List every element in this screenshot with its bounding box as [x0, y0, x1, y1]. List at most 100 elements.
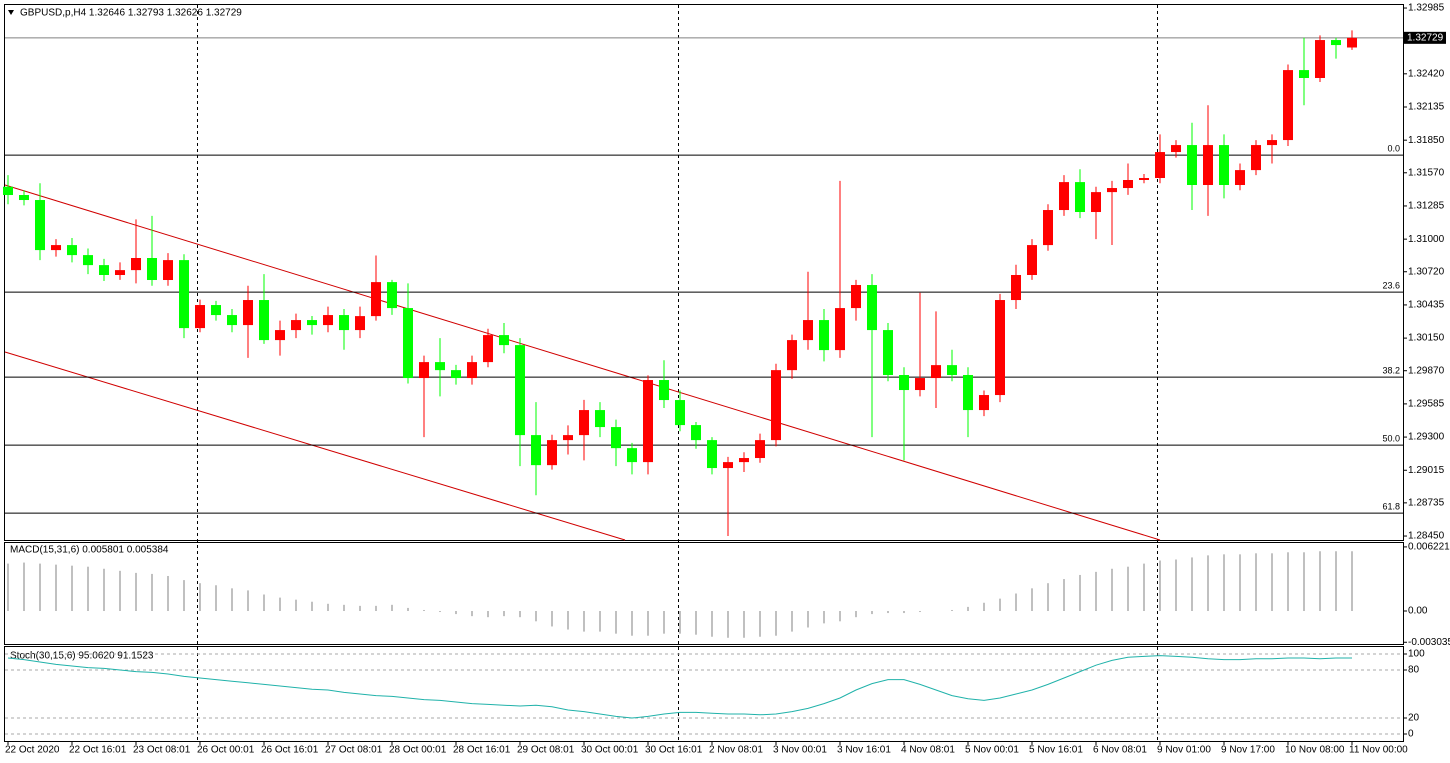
- fib-label: 50.0: [1382, 433, 1400, 443]
- candle-body: [211, 305, 221, 316]
- y-tick-label: 0: [1408, 729, 1414, 740]
- candle-body: [259, 300, 269, 341]
- candle-body: [931, 365, 941, 379]
- fib-label: 23.6: [1382, 280, 1400, 290]
- x-tick-label: 6 Nov 08:01: [1093, 745, 1147, 756]
- candle-body: [83, 255, 93, 266]
- candle-body: [995, 300, 1005, 396]
- candle-body: [1027, 245, 1037, 276]
- y-tick-label: 1.30720: [1408, 266, 1445, 277]
- y-tick-label: 1.28450: [1408, 531, 1445, 542]
- candle-body: [611, 427, 621, 449]
- stoch-panel: [4, 646, 1404, 742]
- candle-body: [835, 308, 845, 351]
- candle-body: [819, 320, 829, 351]
- y-tick-label: 1.32135: [1408, 102, 1445, 113]
- candle-body: [1059, 182, 1069, 211]
- fib-label: 61.8: [1382, 501, 1400, 511]
- candle-body: [1235, 170, 1245, 186]
- fib-label: 38.2: [1382, 365, 1400, 375]
- stoch-line: [7, 655, 1352, 719]
- candle-body: [1107, 188, 1117, 193]
- candle-body: [1011, 275, 1021, 301]
- fib-label: 0.0: [1387, 143, 1400, 153]
- candle-body: [131, 258, 141, 271]
- y-tick-label: 1.30150: [1408, 333, 1445, 344]
- candle-body: [659, 380, 669, 401]
- candle-body: [403, 308, 413, 379]
- candle-body: [739, 458, 749, 463]
- y-tick-label: 1.29870: [1408, 365, 1445, 376]
- candle-body: [1091, 192, 1101, 213]
- x-tick-label: 3 Nov 00:01: [773, 745, 827, 756]
- x-tick-label: 22 Oct 2020: [5, 745, 60, 756]
- candle-body: [595, 410, 605, 428]
- candle-body: [867, 285, 877, 331]
- x-tick-label: 30 Oct 16:01: [645, 745, 703, 756]
- candle-body: [387, 282, 397, 309]
- y-tick-label: 1.29585: [1408, 399, 1445, 410]
- candle-body: [1219, 145, 1229, 186]
- candle-body: [547, 440, 557, 466]
- x-tick-label: 29 Oct 08:01: [517, 745, 575, 756]
- candle-body: [1267, 140, 1277, 146]
- candle-body: [451, 370, 461, 379]
- x-tick-label: 26 Oct 16:01: [261, 745, 319, 756]
- candle-body: [771, 370, 781, 441]
- candle-body: [147, 258, 157, 281]
- x-tick-label: 28 Oct 16:01: [453, 745, 511, 756]
- header-arrow: [8, 10, 14, 15]
- candle-body: [691, 425, 701, 441]
- candle-body: [563, 435, 573, 441]
- x-tick-label: 27 Oct 08:01: [325, 745, 383, 756]
- candle-body: [115, 270, 125, 276]
- candle-body: [787, 340, 797, 371]
- trend-lines: [4, 184, 1161, 541]
- candle-body: [1139, 178, 1149, 180]
- x-tick-label: 9 Nov 17:00: [1221, 745, 1275, 756]
- macd-title: MACD(15,31,6) 0.005801 0.005384: [10, 545, 169, 556]
- x-tick-label: 28 Oct 00:01: [389, 745, 447, 756]
- candle-body: [963, 375, 973, 411]
- candle-body: [179, 260, 189, 329]
- candle-body: [1331, 40, 1341, 46]
- current-price-box: [1404, 31, 1446, 44]
- y-tick-label: 1.29015: [1408, 465, 1445, 476]
- candle-body: [35, 200, 45, 251]
- candle-body: [947, 365, 957, 376]
- candle-body: [195, 305, 205, 329]
- candle-body: [1187, 145, 1197, 186]
- candle-body: [419, 362, 429, 379]
- period-separators: [197, 5, 1158, 741]
- candle-body: [979, 395, 989, 411]
- candle-body: [483, 335, 493, 363]
- candle-body: [435, 362, 445, 371]
- candle-body: [3, 186, 13, 196]
- x-tick-label: 22 Oct 16:01: [69, 745, 127, 756]
- macd-panel: [4, 542, 1404, 645]
- candle-body: [19, 195, 29, 201]
- candle-body: [275, 330, 285, 341]
- y-tick-label: 0.006221: [1408, 542, 1450, 553]
- candle-body: [163, 260, 173, 281]
- candle-body: [467, 362, 477, 379]
- candle-body: [227, 315, 237, 326]
- candle-body: [1203, 145, 1213, 186]
- candle-body: [627, 448, 637, 463]
- candle-body: [915, 378, 925, 391]
- candle-body: [339, 315, 349, 331]
- y-tick-label: 1.31285: [1408, 201, 1445, 212]
- candle-body: [291, 320, 301, 331]
- candle-body: [355, 316, 365, 331]
- x-tick-label: 5 Nov 16:01: [1029, 745, 1083, 756]
- candle-body: [579, 410, 589, 436]
- chart-header: GBPUSD,p,H4 1.32646 1.32793 1.32626 1.32…: [20, 8, 242, 19]
- y-tick-label: 1.31000: [1408, 234, 1445, 245]
- candle-body: [707, 440, 717, 469]
- candle-body: [1171, 145, 1181, 153]
- x-tick-label: 30 Oct 00:01: [581, 745, 639, 756]
- y-tick-label: 1.32420: [1408, 68, 1445, 79]
- x-tick-label: 10 Nov 08:00: [1285, 745, 1345, 756]
- y-tick-label: 100: [1408, 649, 1425, 660]
